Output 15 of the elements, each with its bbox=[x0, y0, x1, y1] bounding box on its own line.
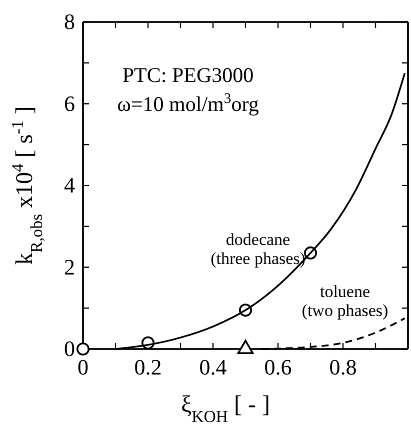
y-tick-label: 6 bbox=[64, 90, 75, 116]
annotation: dodecane (three phases) bbox=[210, 230, 306, 268]
x-tick-label: 0.8 bbox=[329, 354, 357, 380]
annotation: PTC: PEG3000 bbox=[122, 63, 254, 87]
x-tick-label: 0.4 bbox=[199, 354, 227, 380]
y-tick-label: 0 bbox=[64, 336, 75, 362]
x-tick-label: 0.2 bbox=[134, 354, 162, 380]
y-tick-label: 8 bbox=[64, 9, 75, 34]
point bbox=[76, 342, 90, 356]
y-tick-label: 2 bbox=[64, 254, 75, 280]
x-axis-title: ξ$_{KOH}$ [ - ] bbox=[180, 392, 270, 426]
x-tick-label: 0.6 bbox=[264, 354, 292, 380]
y-tick-label: 4 bbox=[64, 172, 75, 198]
annotation: ω=10 mol/m$^{3}$org bbox=[117, 91, 260, 116]
annotation: toluene (two phases) bbox=[302, 282, 388, 320]
